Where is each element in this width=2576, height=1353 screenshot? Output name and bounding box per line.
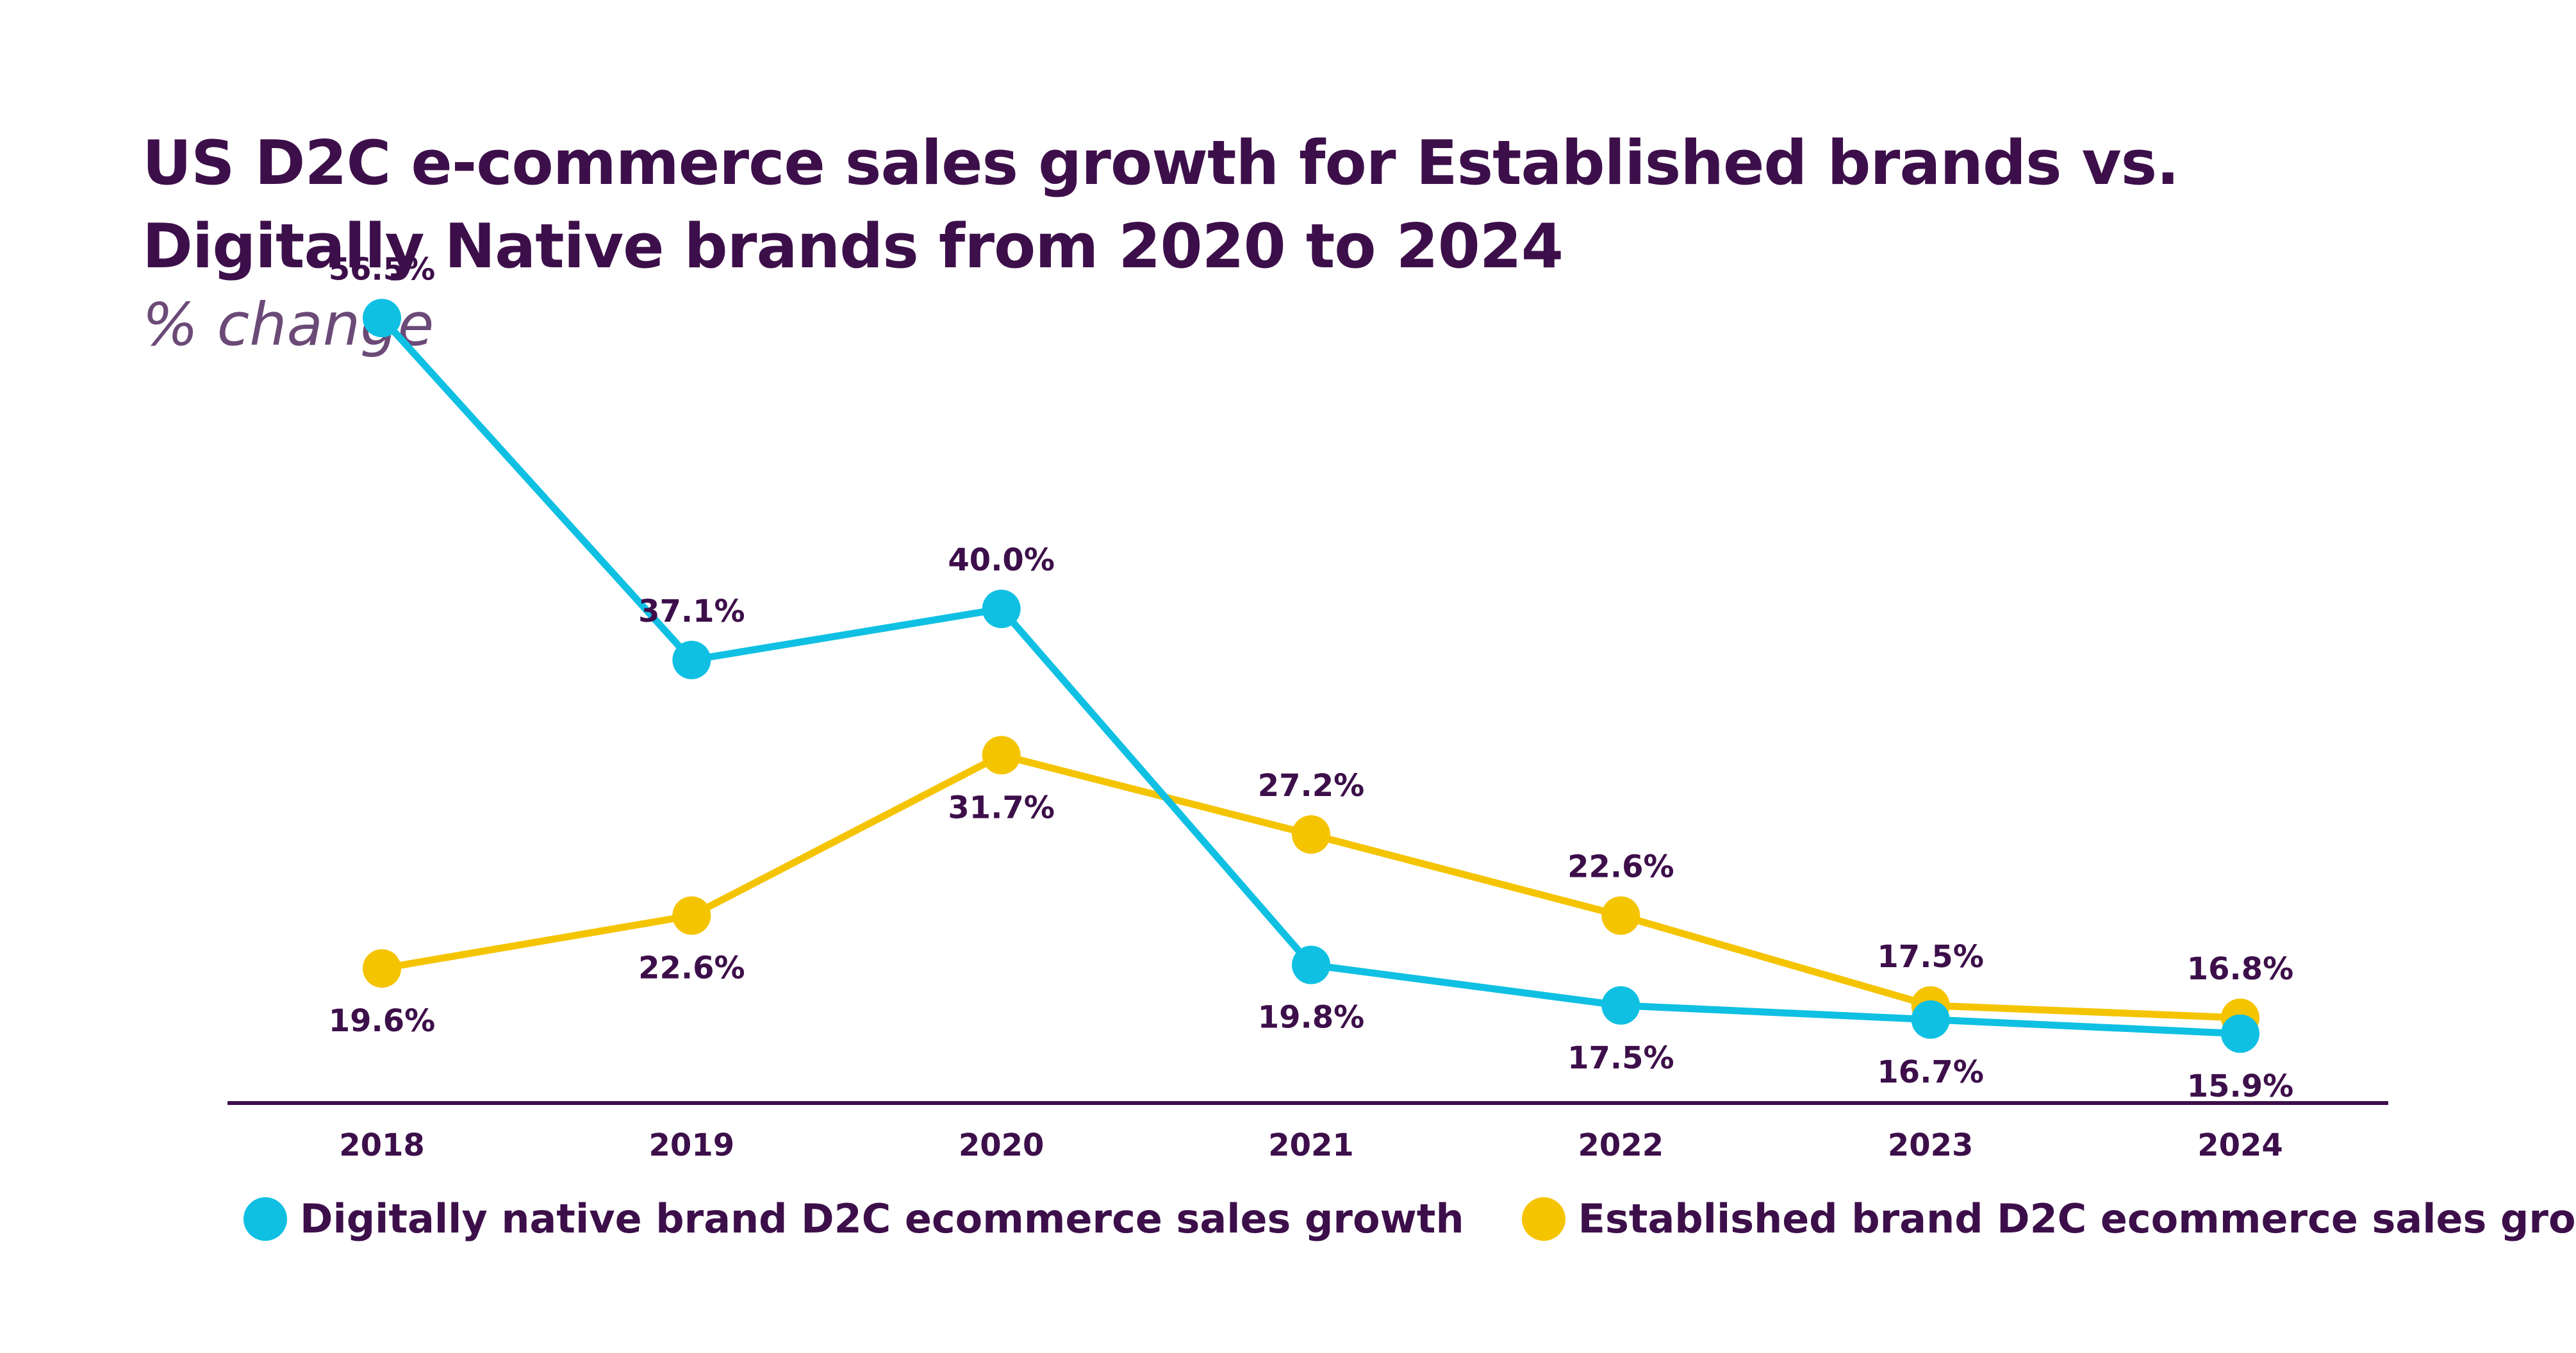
- data-label-established-2024: 16.8%: [2187, 951, 2294, 987]
- data-label-established-2021: 27.2%: [1258, 768, 1365, 804]
- legend-swatch-established: [1521, 1197, 1565, 1241]
- data-label-digitally-native-2022: 17.5%: [1567, 1040, 1674, 1076]
- x-tick-label-2020: 2020: [959, 1127, 1044, 1163]
- legend-swatch-digitally-native: [244, 1197, 287, 1241]
- data-point-digitally-native-2022: [1601, 986, 1640, 1025]
- data-label-digitally-native-2021: 19.8%: [1258, 1000, 1365, 1036]
- data-point-established-2021: [1292, 815, 1330, 854]
- series-points: [363, 299, 2259, 1053]
- data-point-established-2019: [672, 896, 711, 935]
- data-point-digitally-native-2021: [1292, 945, 1330, 984]
- x-tick-label-2019: 2019: [649, 1127, 735, 1163]
- data-label-established-2020: 31.7%: [948, 790, 1055, 826]
- x-tick-label-2021: 2021: [1268, 1127, 1354, 1163]
- series-lines: [379, 315, 2241, 1038]
- legend-item-digitally-native: Digitally native brand D2C ecommerce sal…: [244, 1195, 1464, 1242]
- x-axis-tick-labels: 2018 2019 2020 2021 2022 2023 2024: [339, 1127, 2283, 1163]
- data-point-established-2022: [1601, 896, 1640, 935]
- legend-item-established: Established brand D2C ecommerce sales gr…: [1521, 1195, 2576, 1242]
- data-point-established-2020: [982, 736, 1021, 775]
- legend-label-established: Established brand D2C ecommerce sales gr…: [1578, 1195, 2576, 1242]
- data-point-digitally-native-2019: [672, 640, 711, 679]
- data-label-established-2018: 19.6%: [329, 1003, 436, 1039]
- data-labels: 19.6% 22.6% 31.7% 27.2% 22.6% 17.5% 16.8% 56.5%…: [329, 251, 2294, 1104]
- data-label-established-2019: 22.6%: [638, 950, 745, 986]
- data-label-digitally-native-2023: 16.7%: [1877, 1054, 1984, 1090]
- data-label-established-2023: 17.5%: [1877, 939, 1984, 975]
- x-tick-label-2022: 2022: [1578, 1127, 1664, 1163]
- data-label-digitally-native-2020: 40.0%: [948, 542, 1055, 578]
- data-point-digitally-native-2023: [1911, 1000, 1950, 1039]
- x-tick-label-2018: 2018: [339, 1127, 425, 1163]
- data-label-established-2022: 22.6%: [1567, 849, 1674, 885]
- data-point-digitally-native-2024: [2221, 1014, 2259, 1053]
- chart-title: US D2C e-commerce sales growth for Estab…: [142, 128, 2179, 282]
- data-point-established-2018: [363, 949, 401, 988]
- data-point-digitally-native-2018: [363, 299, 401, 338]
- legend: Digitally native brand D2C ecommerce sal…: [244, 1195, 2576, 1242]
- data-label-digitally-native-2018: 56.5%: [329, 251, 436, 287]
- data-label-digitally-native-2024: 15.9%: [2187, 1068, 2294, 1104]
- legend-label-digitally-native: Digitally native brand D2C ecommerce sal…: [300, 1195, 1464, 1242]
- data-label-digitally-native-2019: 37.1%: [638, 593, 745, 629]
- series-line-digitally-native: [379, 315, 2241, 1038]
- data-point-digitally-native-2020: [982, 590, 1021, 628]
- x-tick-label-2024: 2024: [2197, 1127, 2283, 1163]
- x-tick-label-2023: 2023: [1888, 1127, 1974, 1163]
